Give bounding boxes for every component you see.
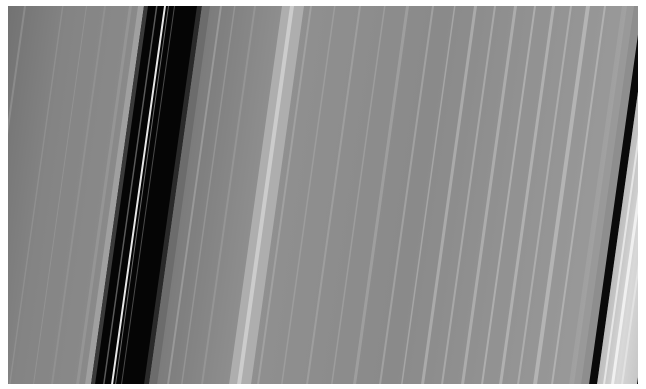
dark-gap <box>91 6 202 384</box>
ring-photo-canvas <box>8 6 638 384</box>
inner-ring-band <box>149 6 638 384</box>
outer-ring-band <box>8 6 144 384</box>
ringlet <box>111 6 166 384</box>
bright-outer-band <box>597 6 638 384</box>
ring-photo <box>8 6 638 384</box>
